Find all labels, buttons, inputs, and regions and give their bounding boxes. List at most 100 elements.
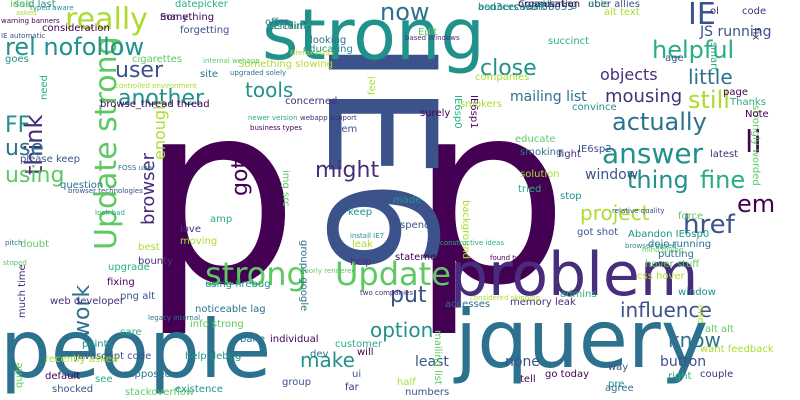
- word-small: banners work: [478, 2, 547, 13]
- word-small: quite: [14, 362, 25, 388]
- word-small: doubt: [20, 239, 50, 250]
- word-tiny: mind giving: [642, 246, 684, 254]
- word-small: Edit: [418, 27, 438, 38]
- word-small: stackoverflow: [125, 387, 195, 398]
- word-small: consideration: [42, 23, 110, 34]
- word-small: concerned: [285, 96, 338, 107]
- word-small: one: [695, 305, 706, 324]
- word-small: web developer: [50, 296, 124, 307]
- word-small: certainly: [268, 21, 312, 32]
- word-small: Note: [745, 109, 769, 120]
- word-small: need: [39, 75, 50, 100]
- word-small: rid: [532, 201, 546, 212]
- word-tiny: controlled environment: [115, 82, 197, 90]
- word-small: best: [138, 242, 160, 253]
- word-small: said last: [14, 0, 56, 10]
- word-small: want feedback: [700, 344, 774, 355]
- word-small: help: [350, 257, 372, 268]
- word-em: em: [737, 190, 776, 218]
- word-small: groups google: [298, 240, 309, 312]
- word-p-right: p: [410, 49, 569, 340]
- word-small: spend: [400, 220, 431, 231]
- word-tiny: FOSS uber: [118, 164, 155, 172]
- word-tiny: look bad: [95, 209, 125, 217]
- word-small: browse_thread thread: [100, 99, 210, 110]
- word-small: supposed: [123, 369, 172, 380]
- word-actually: actually: [612, 108, 707, 136]
- word-tiny: business types: [250, 124, 303, 132]
- word-small: img src: [280, 170, 291, 207]
- word-small: companies: [475, 72, 530, 83]
- word-put: put: [390, 283, 427, 308]
- word-small: datepicker: [175, 0, 228, 10]
- word-small: dev: [310, 349, 329, 360]
- word-small: question: [60, 180, 104, 191]
- word-small: cigarettes: [132, 54, 182, 65]
- word-least: least: [415, 354, 449, 370]
- word-small: alt alt: [705, 324, 734, 335]
- word-tiny: webapp support: [300, 114, 357, 122]
- word-tiny: poorly rendered: [300, 267, 356, 275]
- word-small: succinct: [548, 36, 590, 47]
- word-small: Thanks: [730, 97, 766, 108]
- word-tiny: legacy internal: [148, 314, 201, 322]
- word-small: putting: [658, 249, 694, 260]
- word-little: little: [688, 65, 733, 89]
- word-small: got shot: [577, 227, 619, 238]
- word-none: none: [505, 354, 540, 370]
- word-small: last time: [268, 21, 312, 32]
- word-small: numbers: [405, 387, 450, 398]
- word-small: png alt: [120, 291, 156, 302]
- word-small: smart: [708, 42, 719, 72]
- word-small: individual: [270, 334, 319, 345]
- word-small: many: [160, 12, 189, 23]
- word-small: organisation: [518, 0, 581, 10]
- word-small: will: [357, 347, 374, 358]
- word-small: amp: [210, 214, 233, 225]
- word-href: href: [683, 210, 735, 240]
- word-small: way: [608, 362, 629, 373]
- word-small: help debug: [185, 351, 242, 362]
- word-tiny: two companies: [360, 289, 413, 297]
- word-small: keep: [348, 207, 373, 218]
- word-small: upgrade: [108, 262, 150, 273]
- word-small: right: [668, 371, 692, 382]
- word-small: recently asked: [45, 354, 119, 365]
- word-small: solution: [520, 169, 560, 180]
- word-small: site: [200, 69, 219, 80]
- word-small: IE6sp2: [578, 144, 612, 155]
- word-small: idea: [10, 0, 32, 10]
- word-tiny: based Windows: [405, 34, 460, 42]
- word-small: using firebug: [205, 279, 271, 290]
- word-tiny: relative quality: [612, 207, 665, 215]
- word-p-left: p: [140, 49, 299, 340]
- word-small: Something: [160, 12, 215, 23]
- word-use: use: [5, 136, 44, 161]
- word-small: surely: [420, 108, 451, 119]
- word-small: tell: [520, 374, 536, 385]
- word-small: hover stuff: [645, 259, 700, 270]
- word-small: able: [588, 0, 610, 10]
- word-small: goes: [5, 54, 29, 65]
- word-jquery: jquery: [455, 293, 709, 386]
- word-small: ui: [352, 369, 362, 380]
- word-tiny: internal webapp: [203, 57, 260, 65]
- word-user: user: [115, 58, 163, 83]
- word-small: care: [120, 327, 142, 338]
- word-know: know: [668, 328, 721, 352]
- word-using: using: [5, 163, 65, 188]
- word-answer: answer: [602, 137, 704, 170]
- word-small: uber allies: [588, 0, 640, 10]
- word-tiny: Firefox FOSS: [290, 49, 334, 57]
- word-small: smokers: [460, 99, 502, 110]
- word-small: moving: [180, 236, 218, 247]
- word-small: shocked: [52, 384, 94, 395]
- word-strong-2: strong: [205, 255, 307, 293]
- word-mousing: mousing: [605, 86, 683, 107]
- word-fine: fine: [700, 166, 746, 194]
- word-small: bounty: [138, 256, 173, 267]
- word-small: stop: [560, 191, 582, 202]
- word-small: tried: [518, 184, 542, 195]
- word-thing: thing: [627, 166, 689, 194]
- word-li: li: [745, 125, 762, 160]
